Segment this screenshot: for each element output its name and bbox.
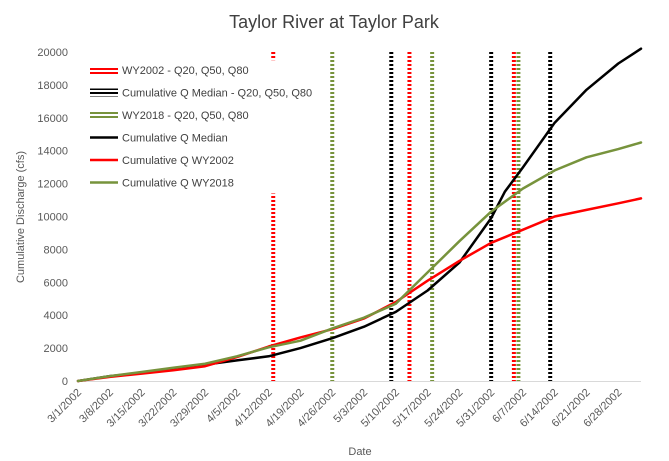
cumulative-q-wy2018-line — [76, 141, 643, 383]
wy2002-q20-q50-q80-vline — [407, 52, 412, 381]
wy2018-q20-q50-q80-vline — [516, 52, 521, 381]
legend-label: Cumulative Q WY2018 — [122, 178, 234, 190]
x-tick-label: 3/1/2002 — [45, 387, 84, 426]
y-tick-label: 20000 — [37, 47, 68, 59]
legend-label: Cumulative Q WY2002 — [122, 155, 234, 167]
y-tick-label: 16000 — [37, 113, 68, 125]
y-tick-label: 14000 — [37, 146, 68, 158]
wy2002-q20-q50-q80-vline — [511, 52, 516, 381]
x-axis-ticks: 3/1/20023/8/20023/15/20023/22/20023/29/2… — [45, 387, 624, 430]
chart-title: Taylor River at Taylor Park — [229, 12, 440, 32]
legend-label: Cumulative Q Median — [122, 133, 228, 145]
y-tick-label: 18000 — [37, 80, 68, 92]
cumulative-q-wy2002-line — [76, 197, 643, 383]
wy2002-q20-q50-q80-vline — [271, 52, 276, 61]
wy2018-q20-q50-q80-vline — [330, 52, 335, 381]
y-tick-label: 10000 — [37, 212, 68, 224]
y-tick-label: 4000 — [44, 310, 68, 322]
y-tick-label: 0 — [62, 376, 68, 388]
wy2018-q20-q50-q80-vline — [430, 52, 435, 381]
y-tick-label: 2000 — [44, 343, 68, 355]
legend-label: WY2018 - Q20, Q50, Q80 — [122, 110, 249, 122]
legend-label: WY2002 - Q20, Q50, Q80 — [122, 65, 249, 77]
cumulative-q-median-q20-q50-q80-vline — [548, 52, 553, 381]
y-tick-label: 8000 — [44, 244, 68, 256]
series-lines — [76, 47, 643, 383]
legend-swatch — [90, 111, 118, 119]
y-axis-title: Cumulative Discharge (cfs) — [15, 151, 27, 283]
legend: WY2002 - Q20, Q50, Q80 Cumulative Q Media… — [90, 65, 312, 190]
legend-swatch — [90, 88, 118, 97]
vertical-quantile-lines — [271, 52, 553, 381]
cumulative-q-median-q20-q50-q80-vline — [389, 52, 394, 381]
legend-swatch — [90, 66, 118, 74]
legend-label: Cumulative Q Median - Q20, Q50, Q80 — [122, 88, 312, 100]
y-tick-label: 6000 — [44, 277, 68, 289]
x-axis-title: Date — [348, 446, 371, 458]
y-axis-ticks: 0 2000 4000 6000 8000 10000 12000 14000 16000 180… — [37, 47, 68, 388]
wy2002-q20-q50-q80-vline — [271, 193, 276, 381]
y-tick-label: 12000 — [37, 179, 68, 191]
